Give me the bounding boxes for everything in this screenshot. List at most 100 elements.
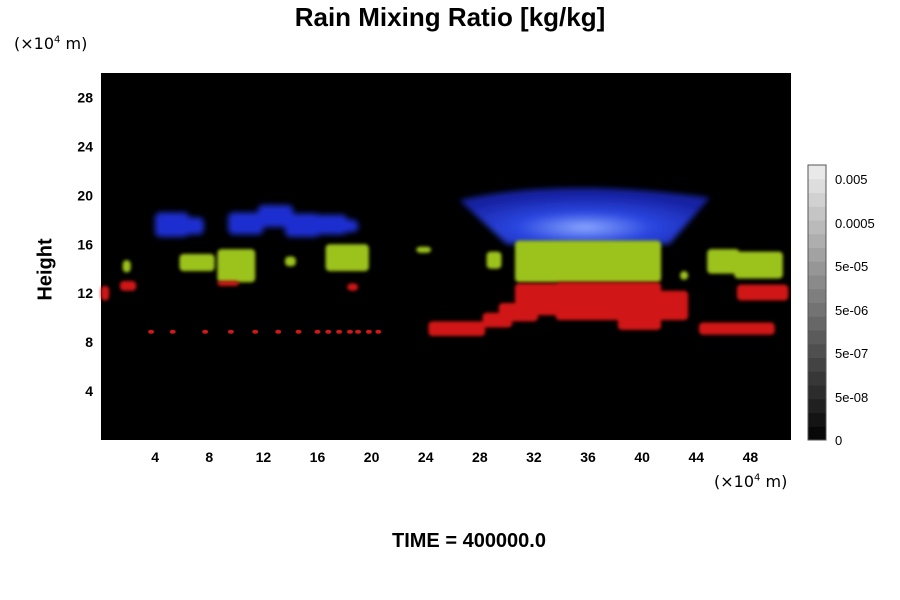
rain-field [101, 187, 789, 337]
colorbar: 0.005 0.0005 5e-05 5e-06 5e-07 5e-08 0 [807, 164, 875, 448]
lower-dot [252, 329, 259, 334]
upper-cell [314, 214, 348, 235]
lower-cell [655, 290, 689, 321]
middle-cell [707, 249, 740, 274]
lower-dot [325, 329, 332, 334]
colorbar-tick-label: 5e-08 [835, 390, 868, 405]
x-tick-label: 20 [364, 449, 380, 465]
colorbar-swatch [808, 302, 826, 317]
colorbar-swatch [808, 233, 826, 248]
y-tick-label: 24 [77, 138, 93, 154]
colorbar-border [807, 164, 827, 441]
x-tick-label: 40 [634, 449, 650, 465]
x-tick-label: 8 [205, 449, 213, 465]
lower-cell [101, 285, 110, 301]
lower-dot [169, 329, 176, 334]
lower-cell [515, 283, 566, 316]
lower-dot [148, 329, 155, 334]
colorbar-swatch [808, 165, 826, 180]
lower-cell [736, 284, 789, 301]
middle-cell [179, 254, 215, 272]
colorbar-tick-label: 5e-06 [835, 303, 868, 318]
lower-dot [314, 329, 321, 334]
colorbar-swatch [808, 371, 826, 386]
lower-layer [101, 280, 789, 337]
y-tick-labels: 4 8 12 16 20 24 28 [77, 89, 93, 399]
lower-cell [347, 283, 359, 291]
upper-cell [228, 212, 264, 235]
y-unit-label: (×104 m) [14, 34, 88, 53]
middle-cell [122, 260, 131, 273]
x-tick-label: 4 [151, 449, 159, 465]
y-tick-label: 28 [77, 89, 93, 105]
lower-dot [355, 329, 362, 334]
colorbar-swatch [808, 357, 826, 372]
colorbar-tick-label: 5e-05 [835, 259, 868, 274]
lower-dot [295, 329, 302, 334]
lower-dot [202, 329, 209, 334]
colorbar-swatch [808, 385, 826, 400]
y-tick-label: 16 [77, 236, 93, 252]
lower-dot [275, 329, 282, 334]
colorbar-swatch [808, 206, 826, 221]
upper-cell [285, 213, 321, 237]
lower-dot [227, 329, 234, 334]
colorbar-swatch [808, 412, 826, 427]
colorbar-swatch [808, 261, 826, 276]
chart-title: Rain Mixing Ratio [kg/kg] [294, 2, 606, 32]
middle-cell [285, 256, 296, 267]
y-tick-label: 20 [77, 187, 93, 203]
middle-cell [416, 246, 432, 253]
lower-dot [336, 329, 343, 334]
plot-area [101, 73, 791, 440]
colorbar-swatch [808, 247, 826, 262]
x-unit-label: (×104 m) [714, 472, 788, 491]
middle-cell [680, 271, 689, 280]
x-tick-label: 28 [472, 449, 488, 465]
x-tick-label: 36 [580, 449, 596, 465]
lower-cell [119, 280, 137, 291]
colorbar-tick-label: 0.005 [835, 172, 868, 187]
colorbar-swatch [808, 398, 826, 413]
lower-dot [365, 329, 372, 334]
time-label: TIME = 400000.0 [392, 530, 546, 552]
x-tick-label: 44 [689, 449, 705, 465]
x-tick-label: 12 [256, 449, 272, 465]
upper-cell [257, 205, 294, 228]
upper-cell [339, 219, 359, 233]
middle-cell [515, 240, 662, 283]
colorbar-swatch [808, 330, 826, 345]
y-tick-label: 8 [85, 334, 93, 350]
middle-cell [734, 251, 783, 279]
colorbar-tick-label: 5e-07 [835, 346, 868, 361]
x-tick-label: 32 [526, 449, 542, 465]
upper-layer [155, 187, 710, 245]
colorbar-swatch [808, 178, 826, 193]
x-tick-label: 24 [418, 449, 434, 465]
colorbar-tick-label: 0.0005 [835, 216, 875, 231]
lower-cell [699, 322, 775, 335]
lower-dot [375, 329, 382, 334]
colorbar-swatch [808, 316, 826, 331]
middle-cell [325, 244, 369, 272]
colorbar-swatch [808, 220, 826, 235]
x-tick-label: 48 [743, 449, 759, 465]
y-tick-label: 12 [77, 285, 93, 301]
middle-cell [217, 249, 256, 283]
lower-dot [346, 329, 353, 334]
lower-dots [148, 329, 382, 334]
upper-cell [459, 187, 710, 245]
colorbar-swatch [808, 288, 826, 303]
upper-cell [176, 217, 204, 235]
colorbar-swatch [808, 426, 826, 441]
colorbar-swatch [808, 192, 826, 207]
middle-cell [486, 251, 502, 269]
lower-cell [428, 321, 486, 337]
y-tick-label: 4 [85, 383, 93, 399]
colorbar-swatch [808, 275, 826, 290]
colorbar-tick-label: 0 [835, 433, 842, 448]
colorbar-swatch [808, 343, 826, 358]
middle-layer [122, 240, 783, 283]
lower-cell [617, 305, 662, 330]
